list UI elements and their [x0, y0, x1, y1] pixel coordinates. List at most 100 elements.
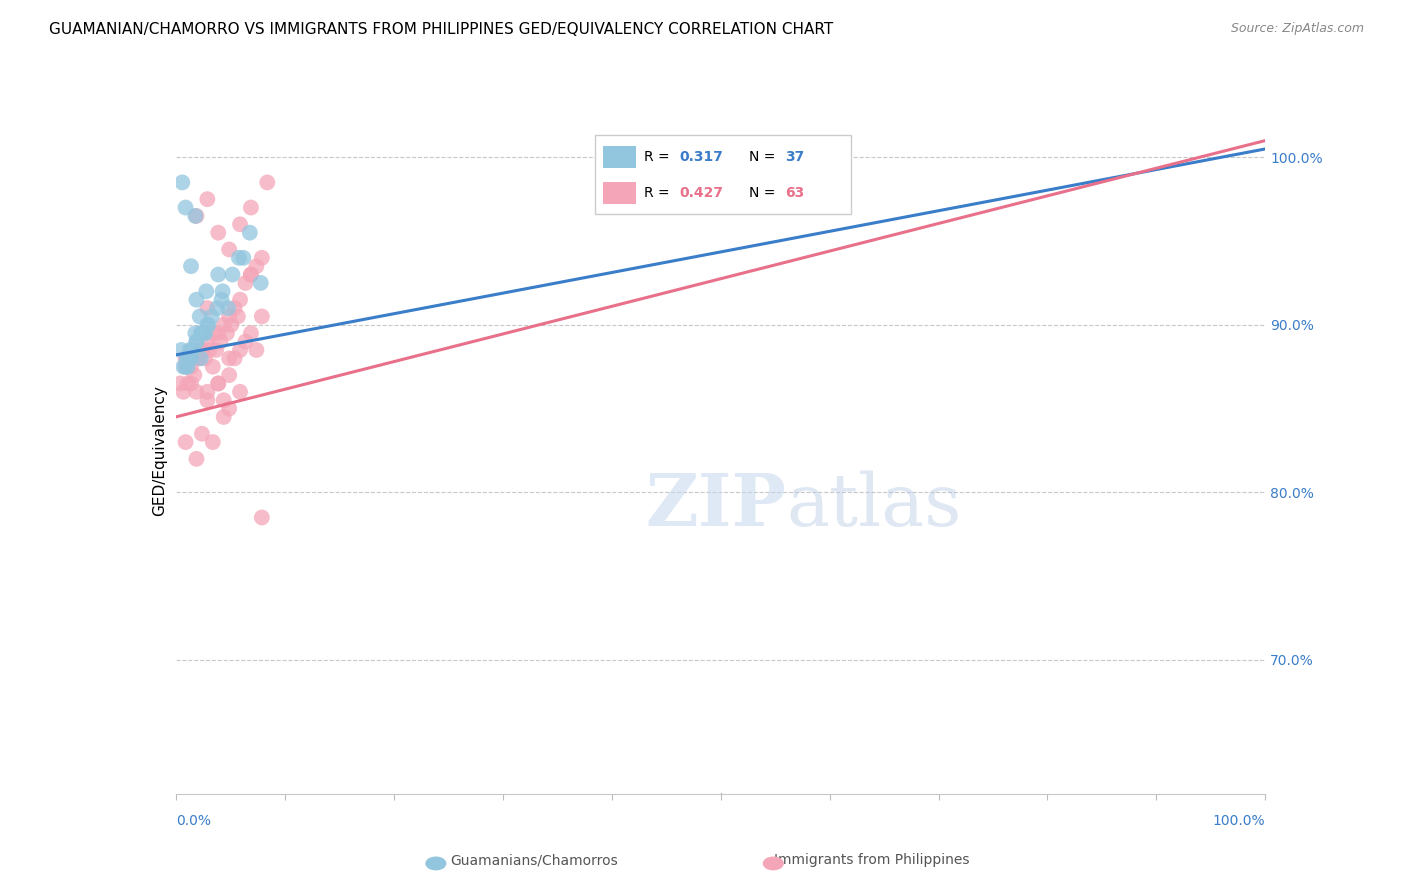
Point	[245, 259, 267, 273]
Point	[180, 376, 202, 391]
Point	[232, 251, 254, 265]
Point	[191, 426, 214, 441]
Text: GUAMANIAN/CHAMORRO VS IMMIGRANTS FROM PHILIPPINES GED/EQUIVALENCY CORRELATION CH: GUAMANIAN/CHAMORRO VS IMMIGRANTS FROM PH…	[49, 22, 834, 37]
Point	[224, 301, 246, 315]
Text: ZIP: ZIP	[645, 470, 786, 541]
Point	[226, 310, 249, 324]
Point	[207, 226, 229, 240]
Text: Guamanians/Chamorros: Guamanians/Chamorros	[450, 853, 619, 867]
Point	[195, 393, 218, 408]
Point	[211, 293, 233, 307]
Point	[188, 310, 211, 324]
Point	[207, 376, 229, 391]
Point	[170, 343, 193, 357]
Text: 100.0%: 100.0%	[1213, 814, 1265, 828]
Point	[195, 301, 218, 315]
Point	[212, 409, 235, 424]
Point	[245, 343, 267, 357]
Point	[250, 510, 273, 524]
Point	[217, 301, 239, 315]
Point	[180, 351, 202, 366]
Point	[201, 326, 224, 341]
Text: Source: ZipAtlas.com: Source: ZipAtlas.com	[1230, 22, 1364, 36]
Point	[228, 251, 250, 265]
Point	[207, 376, 229, 391]
Point	[194, 326, 217, 341]
Point	[229, 343, 252, 357]
Point	[239, 226, 262, 240]
Point	[186, 451, 208, 466]
Point	[180, 351, 202, 366]
Point	[176, 351, 198, 366]
Point	[198, 343, 221, 357]
Point	[250, 310, 273, 324]
Point	[205, 343, 228, 357]
Point	[195, 384, 218, 399]
Point	[180, 359, 202, 374]
Point	[215, 326, 238, 341]
Point	[221, 268, 243, 282]
Point	[177, 359, 200, 374]
Point	[174, 351, 197, 366]
Point	[249, 276, 271, 290]
Point	[256, 176, 278, 190]
Point	[201, 435, 224, 450]
Point	[186, 384, 208, 399]
Point	[229, 384, 252, 399]
Point	[179, 343, 201, 357]
Point	[205, 301, 228, 315]
Text: 37: 37	[785, 150, 804, 163]
Point	[180, 259, 202, 273]
Point	[177, 351, 200, 366]
Point	[218, 368, 240, 382]
Point	[174, 435, 197, 450]
FancyBboxPatch shape	[603, 182, 637, 204]
Point	[229, 217, 252, 231]
Point	[212, 393, 235, 408]
Point	[195, 285, 218, 299]
Point	[187, 351, 209, 366]
Point	[235, 334, 257, 349]
Point	[212, 318, 235, 332]
FancyBboxPatch shape	[595, 135, 851, 213]
Point	[190, 351, 212, 366]
Point	[201, 359, 224, 374]
Point	[177, 376, 200, 391]
Point	[239, 201, 262, 215]
Point	[218, 310, 240, 324]
Point	[186, 334, 208, 349]
FancyBboxPatch shape	[603, 145, 637, 168]
Point	[239, 268, 262, 282]
Text: 0.0%: 0.0%	[176, 814, 211, 828]
Point	[186, 293, 208, 307]
Point	[239, 326, 262, 341]
Point	[172, 384, 194, 399]
Point	[191, 343, 214, 357]
Point	[197, 318, 219, 332]
Text: 0.427: 0.427	[679, 186, 724, 200]
Point	[172, 359, 194, 374]
Y-axis label: GED/Equivalency: GED/Equivalency	[152, 385, 167, 516]
Point	[229, 293, 252, 307]
Point	[183, 368, 205, 382]
Point	[239, 268, 262, 282]
Text: 0.317: 0.317	[679, 150, 724, 163]
Point	[181, 343, 204, 357]
Point	[186, 209, 208, 223]
Point	[186, 334, 208, 349]
Point	[194, 351, 217, 366]
Point	[191, 343, 214, 357]
Point	[201, 310, 224, 324]
Point	[169, 376, 191, 391]
Point	[209, 334, 232, 349]
Point	[174, 201, 197, 215]
Point	[195, 318, 218, 332]
Point	[250, 251, 273, 265]
Point	[207, 268, 229, 282]
Text: N =: N =	[749, 186, 780, 200]
Text: R =: R =	[644, 150, 673, 163]
Point	[195, 334, 218, 349]
Point	[224, 351, 246, 366]
Text: 63: 63	[785, 186, 804, 200]
Point	[184, 326, 207, 341]
